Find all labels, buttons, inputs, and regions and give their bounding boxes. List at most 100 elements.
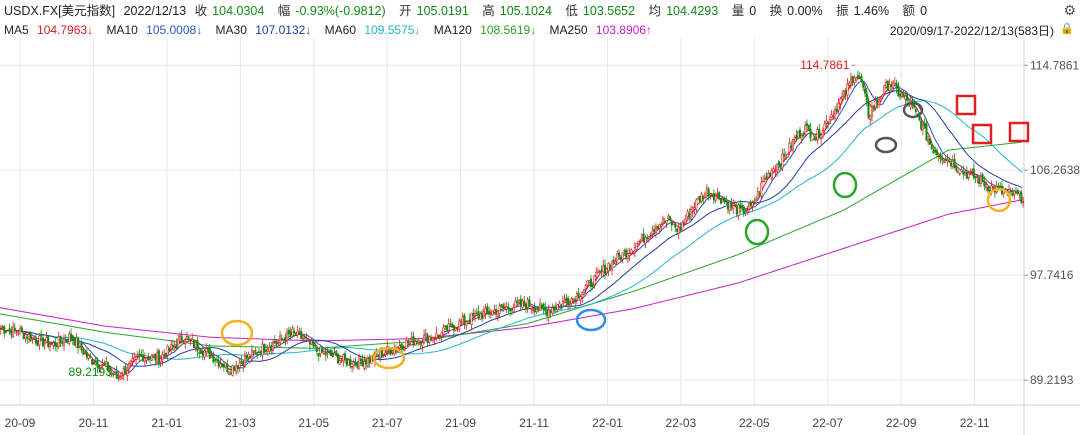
candle-body (586, 280, 589, 286)
lock-icon[interactable]: 🔒 (1060, 23, 1074, 35)
candle-body (679, 227, 682, 231)
candle-body (210, 355, 213, 358)
candle-body (656, 225, 659, 229)
candle-body (200, 350, 203, 354)
chart-header: USDX.FX[美元指数] 2022/12/13 收 104.0304 幅 -0.9… (0, 0, 1080, 40)
candle-body (312, 341, 315, 347)
candle-body (798, 129, 801, 139)
candle-body (503, 307, 506, 309)
candle-body (191, 338, 194, 342)
candle-body (289, 331, 292, 335)
highlight-box (1008, 121, 1030, 143)
candle-body (865, 93, 868, 103)
candle-body (113, 372, 116, 375)
candle-body (591, 284, 594, 288)
candle-body (402, 345, 405, 350)
candle-body (575, 293, 578, 301)
x-tick-label: 20-11 (79, 416, 109, 430)
candle-body (48, 344, 51, 347)
candle-body (124, 366, 127, 375)
candle-body (932, 149, 935, 154)
open-value: 105.0191 (416, 4, 469, 18)
candle-body (307, 338, 310, 340)
x-tick-label: 21-05 (298, 416, 329, 430)
candle-body (126, 370, 129, 377)
candle-body (567, 298, 570, 305)
candle-body (514, 300, 517, 308)
candle-body (196, 340, 199, 351)
candle-body (31, 337, 34, 339)
candle-body (897, 85, 900, 97)
candle-body (243, 356, 246, 367)
turnover-label: 换 (769, 4, 783, 18)
candle-body (802, 133, 805, 136)
candle-body (809, 128, 812, 139)
candle-body (45, 337, 48, 343)
candle-body (653, 229, 656, 232)
candle-body (723, 198, 726, 202)
candle-body (547, 309, 550, 318)
candle-body (481, 312, 484, 319)
ma10-label: MA10 (106, 23, 138, 37)
candle-body (981, 174, 984, 183)
candle-body (472, 313, 475, 317)
candle-body (423, 335, 426, 344)
candle-body (618, 252, 621, 257)
candle-body (890, 84, 893, 87)
symbol-label[interactable]: USDX.FX[美元指数] (4, 4, 116, 18)
candle-body (498, 305, 501, 314)
candle-body (626, 253, 629, 260)
candle-body (602, 265, 605, 273)
candle-body (709, 193, 712, 196)
amplitude-value: 1.46% (853, 4, 890, 18)
candle-body (946, 159, 949, 162)
date-range-label[interactable]: 2020/09/17-2022/12/13(583日) (889, 24, 1054, 38)
y-axis: 114.7861 106.2638 97.7416 89.2193 (1024, 58, 1080, 387)
avg-label: 均 (648, 4, 662, 18)
candle-body (361, 359, 364, 367)
candle-body (681, 222, 684, 232)
candle-body (1013, 190, 1016, 196)
candle-body (927, 139, 930, 143)
gear-icon[interactable]: ⚙ (1063, 2, 1076, 18)
candle-body (920, 120, 923, 130)
candle-body (579, 296, 582, 301)
candle-body (609, 265, 612, 269)
candle-body (639, 239, 642, 242)
candle-body (57, 336, 60, 347)
candle-body (180, 335, 183, 342)
candle-body (445, 325, 448, 332)
highlight-circle (902, 101, 924, 119)
candle-body (194, 341, 197, 348)
price-chart[interactable]: 114.7861 89.2193 114.7861 106.2638 97.7416 8… (0, 38, 1080, 435)
candle-body (795, 134, 798, 139)
candle-body (370, 355, 373, 364)
candle-body (763, 178, 766, 180)
candle-body (8, 328, 11, 331)
candle-body (13, 327, 16, 330)
candle-body (788, 142, 791, 153)
candle-body (885, 82, 888, 88)
candle-body (6, 329, 9, 332)
candle-body (953, 158, 956, 168)
x-tick-label: 22-07 (812, 416, 843, 430)
candle-body (869, 114, 872, 120)
candle-body (628, 253, 631, 256)
candle-body (85, 352, 88, 358)
candle-body (430, 338, 433, 340)
candle-body (693, 207, 696, 210)
candle-body (379, 350, 382, 359)
candle-body (261, 343, 264, 356)
candle-body (273, 340, 276, 344)
candle-body (358, 356, 361, 370)
highlight-circle (874, 136, 898, 154)
candle-body (366, 357, 369, 367)
highlight-circle (744, 218, 770, 246)
candle-body (431, 337, 434, 342)
candle-body (544, 307, 547, 312)
candle-body (923, 122, 926, 127)
ma10-line (0, 80, 1023, 375)
candle-body (979, 176, 982, 184)
ma60-line (0, 100, 1023, 360)
candle-body (690, 209, 693, 220)
